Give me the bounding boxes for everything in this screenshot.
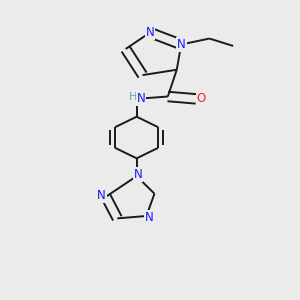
- Text: N: N: [97, 189, 106, 202]
- Text: N: N: [134, 168, 142, 181]
- Text: N: N: [137, 92, 146, 105]
- Text: N: N: [146, 26, 154, 39]
- Text: O: O: [197, 92, 206, 105]
- Text: N: N: [177, 38, 186, 51]
- Text: H: H: [129, 92, 137, 102]
- Text: N: N: [145, 211, 154, 224]
